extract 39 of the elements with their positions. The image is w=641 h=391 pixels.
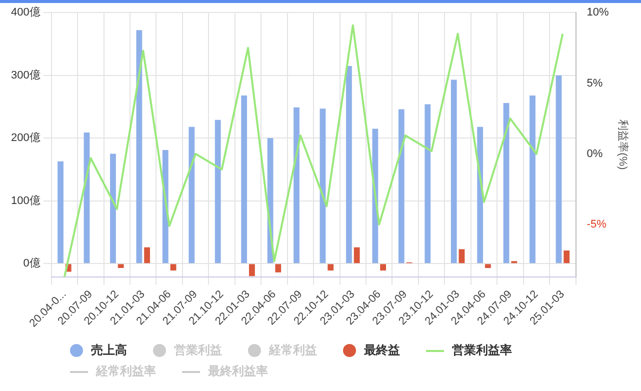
bar xyxy=(398,109,404,264)
bar xyxy=(241,95,248,264)
bar xyxy=(354,247,360,264)
y2-axis-title: 利益率(%) xyxy=(616,120,630,170)
bar xyxy=(328,264,334,271)
bar xyxy=(58,161,64,264)
bar xyxy=(477,126,484,264)
bar xyxy=(275,264,282,272)
y-tick-label: 200億 xyxy=(10,131,40,144)
bar xyxy=(214,120,221,264)
y-tick-label: 400億 xyxy=(10,6,40,19)
y-tick-label: 300億 xyxy=(10,68,40,82)
bar xyxy=(188,126,195,264)
y-tick-label: 100億 xyxy=(10,194,40,207)
legend-label: 営業利益率 xyxy=(452,342,512,359)
bar xyxy=(170,264,176,271)
bar xyxy=(530,95,536,264)
bar xyxy=(458,249,465,264)
bar xyxy=(484,264,491,268)
y2-tick-label: 10% xyxy=(586,6,610,19)
bar xyxy=(564,250,570,264)
bar xyxy=(556,75,562,264)
bar xyxy=(144,247,150,264)
bar xyxy=(380,264,386,271)
legend-label: 売上高 xyxy=(91,342,127,359)
bar xyxy=(118,264,124,268)
bar xyxy=(346,66,352,264)
bar xyxy=(136,30,142,264)
bar xyxy=(450,80,457,264)
bar xyxy=(320,108,326,264)
y2-tick-label: 0% xyxy=(586,148,603,160)
y2-tick-label: 5% xyxy=(586,77,603,90)
bar xyxy=(110,154,116,264)
y2-tick-label: -5% xyxy=(586,218,607,231)
bar xyxy=(424,104,431,264)
bar xyxy=(249,264,255,276)
legend-label: 最終益 xyxy=(364,342,400,359)
y-tick-label: 0億 xyxy=(23,256,40,270)
bar xyxy=(294,107,300,264)
